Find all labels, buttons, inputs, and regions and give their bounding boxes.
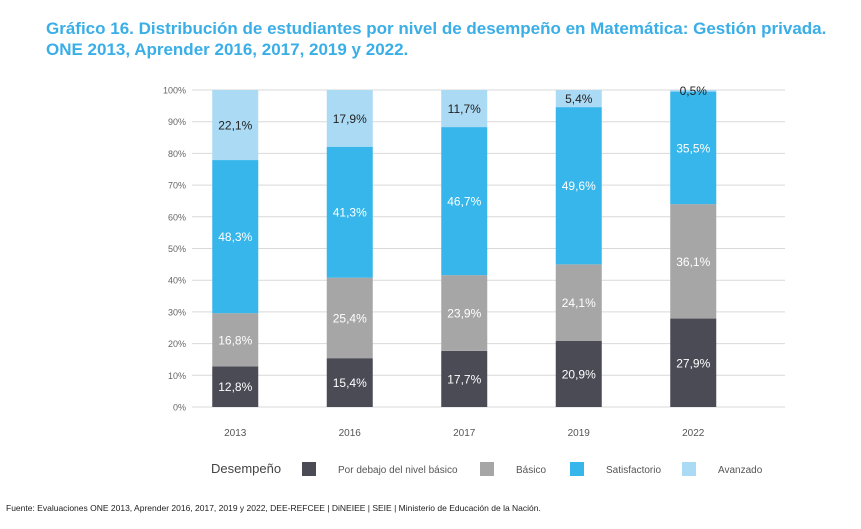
data-label: 24,1%	[562, 296, 596, 310]
y-tick-label: 0%	[173, 403, 186, 413]
data-label: 5,4%	[565, 92, 593, 106]
bar-segment	[326, 277, 373, 359]
data-label: 17,7%	[447, 372, 481, 386]
y-tick-label: 80%	[168, 149, 186, 159]
bar-segment	[441, 350, 488, 407]
bar-segment	[441, 90, 488, 128]
bar-segment	[212, 366, 259, 407]
y-tick-label: 10%	[168, 371, 186, 381]
data-label: 36,1%	[676, 255, 710, 269]
legend-swatch	[302, 462, 316, 476]
bar-segment	[555, 340, 602, 407]
y-tick-label: 90%	[168, 117, 186, 127]
data-label: 48,3%	[218, 230, 252, 244]
bar-segment	[670, 204, 717, 319]
data-label: 49,6%	[562, 179, 596, 193]
bar-segment	[441, 275, 488, 351]
bar-segment	[555, 107, 602, 265]
data-label: 35,5%	[676, 141, 710, 155]
bar-segment	[326, 358, 373, 407]
legend-label: Básico	[516, 465, 546, 476]
chart-title-number: Gráfico 16.	[46, 19, 134, 38]
y-tick-label: 40%	[168, 276, 186, 286]
data-label: 46,7%	[447, 195, 481, 209]
data-label: 11,7%	[448, 102, 481, 116]
x-tick-label: 2019	[568, 428, 591, 439]
data-label: 41,3%	[333, 206, 367, 220]
x-tick-label: 2013	[224, 428, 247, 439]
x-tick-label: 2017	[453, 428, 476, 439]
chart-title: Gráfico 16. Distribución de estudiantes …	[46, 18, 846, 60]
data-label: 12,8%	[218, 380, 252, 394]
bar-segment	[670, 318, 717, 407]
bar-segment	[555, 264, 602, 341]
stacked-bar-chart: 0% 10% 20% 30% 40% 50% 60% 70% 80% 90% 100% 12,8% 16…	[163, 84, 785, 476]
bar-segment	[326, 90, 373, 147]
y-tick-label: 20%	[168, 339, 186, 349]
legend-swatch	[570, 462, 584, 476]
data-label: 25,4%	[333, 311, 367, 325]
y-tick-label: 60%	[168, 212, 186, 222]
y-tick-label: 50%	[168, 244, 186, 254]
legend-title: Desempeño	[211, 461, 281, 476]
data-label: 0,5%	[680, 84, 708, 98]
data-label: 17,9%	[333, 112, 367, 126]
data-label: 16,8%	[218, 333, 252, 347]
data-label: 23,9%	[447, 307, 481, 321]
legend-swatch	[480, 462, 494, 476]
bar-segment	[670, 90, 717, 92]
x-tick-label: 2016	[339, 428, 362, 439]
legend-label: Avanzado	[718, 465, 763, 476]
legend-swatch	[682, 462, 696, 476]
bar-segment	[212, 90, 259, 161]
source-note: Fuente: Evaluaciones ONE 2013, Aprender …	[6, 503, 541, 513]
y-tick-label: 100%	[163, 86, 186, 96]
bar-segment	[212, 313, 259, 367]
chart-title-text: Distribución de estudiantes por nivel de…	[46, 19, 827, 59]
data-label: 27,9%	[676, 356, 710, 370]
data-label: 15,4%	[333, 376, 367, 390]
y-tick-label: 30%	[168, 307, 186, 317]
bar-segment	[326, 146, 373, 278]
data-label: 22,1%	[218, 119, 252, 133]
y-tick-label: 70%	[168, 181, 186, 191]
bar-segment	[441, 127, 488, 276]
legend-label: Satisfactorio	[606, 465, 661, 476]
bar-segment	[555, 90, 602, 108]
legend-label: Por debajo del nivel básico	[338, 465, 458, 476]
x-tick-label: 2022	[682, 428, 705, 439]
bar-segment	[670, 91, 717, 205]
bar-segment	[212, 160, 259, 314]
data-label: 20,9%	[562, 367, 596, 381]
